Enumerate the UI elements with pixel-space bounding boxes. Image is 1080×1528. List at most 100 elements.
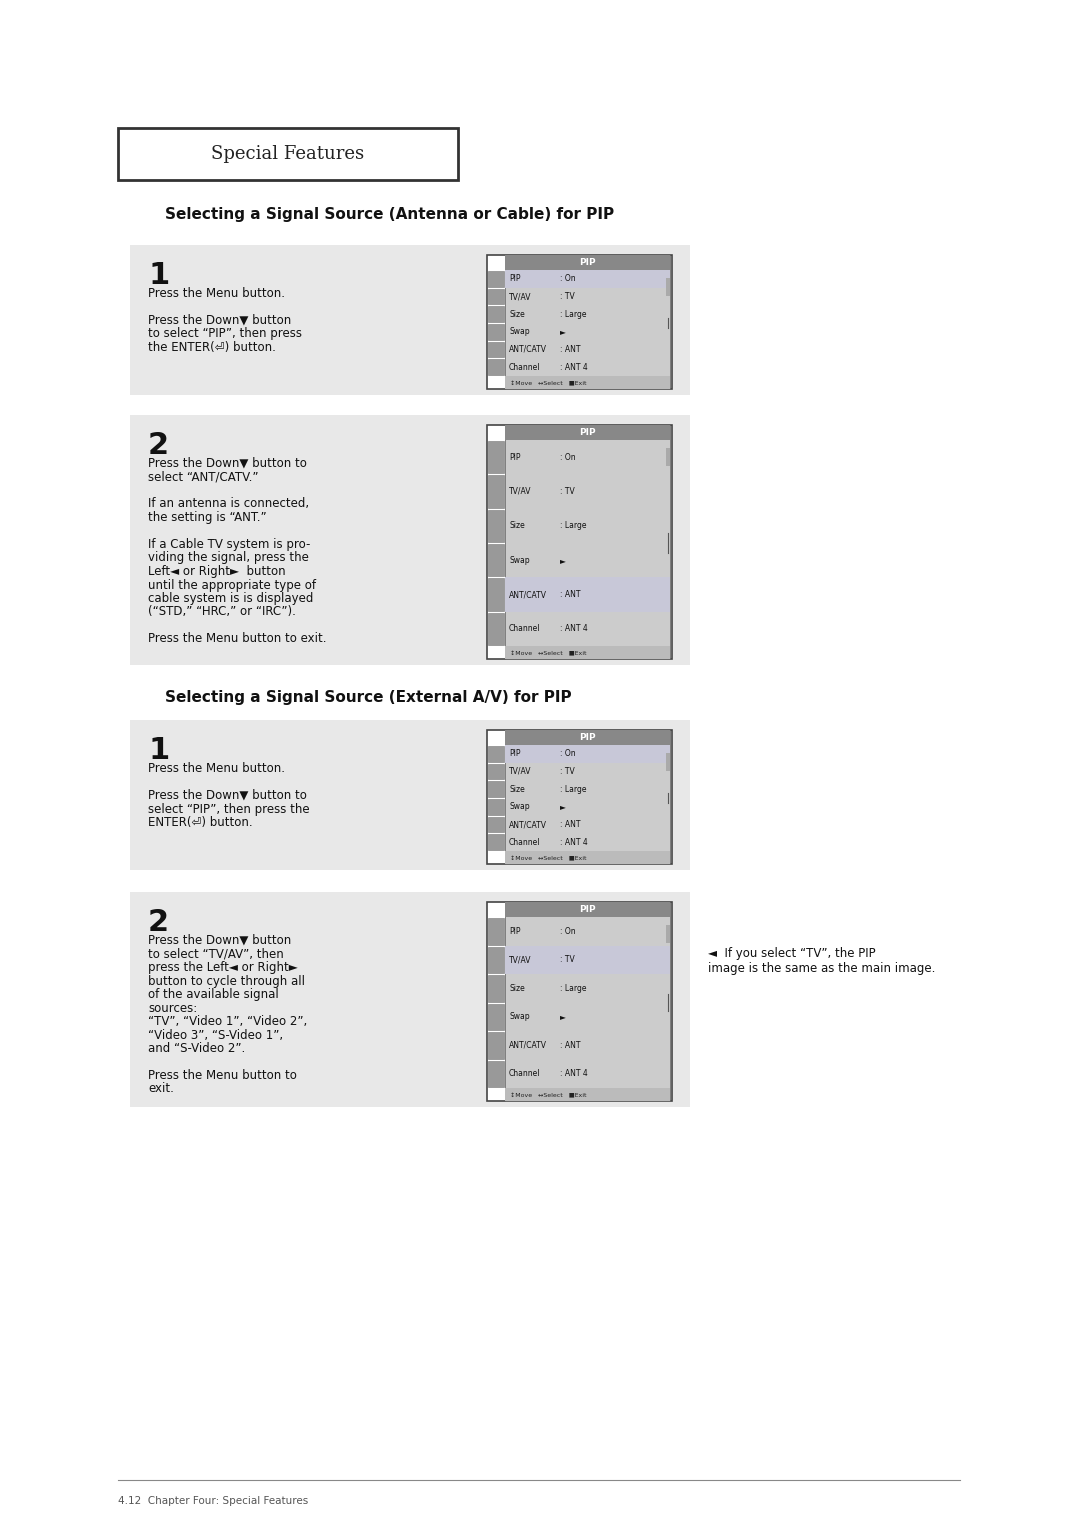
Bar (487, 425, 672, 659)
Text: ►: ► (561, 1012, 566, 1021)
Bar (488, 510, 504, 542)
Text: Left◄ or Right►  button: Left◄ or Right► button (148, 565, 285, 578)
Text: ►: ► (561, 802, 566, 811)
Text: : Large: : Large (561, 785, 586, 793)
Text: Size: Size (509, 984, 525, 993)
Bar (487, 730, 672, 863)
Text: 1: 1 (148, 261, 170, 290)
Bar (488, 1031, 504, 1059)
Text: ►: ► (561, 327, 566, 336)
Text: until the appropriate type of: until the appropriate type of (148, 579, 316, 591)
Text: Channel: Channel (509, 362, 540, 371)
Text: : ANT: : ANT (561, 1041, 581, 1050)
Bar (488, 918, 504, 944)
Text: ANT/CATV: ANT/CATV (509, 345, 546, 354)
Text: Size: Size (509, 310, 525, 319)
Bar (488, 799, 504, 814)
Bar (487, 255, 672, 390)
Bar (488, 270, 504, 287)
Text: Channel: Channel (509, 837, 540, 847)
Bar (505, 425, 670, 659)
Text: : ANT: : ANT (561, 821, 581, 830)
Text: exit.: exit. (148, 1082, 174, 1096)
Text: Swap: Swap (509, 327, 529, 336)
Text: : TV: : TV (561, 292, 575, 301)
Bar (488, 746, 504, 761)
Text: : ANT 4: : ANT 4 (561, 837, 588, 847)
Text: : TV: : TV (561, 955, 575, 964)
Text: Special Features: Special Features (212, 145, 365, 163)
Bar (488, 764, 504, 779)
Text: ↕Move   ↔Select   ■Exit: ↕Move ↔Select ■Exit (510, 649, 586, 656)
Text: (“STD,” “HRC,” or “IRC”).: (“STD,” “HRC,” or “IRC”). (148, 605, 296, 619)
Text: to select “TV/AV”, then: to select “TV/AV”, then (148, 947, 284, 961)
Text: : On: : On (561, 749, 576, 758)
Text: of the available signal: of the available signal (148, 989, 279, 1001)
Bar (505, 255, 670, 270)
Bar (505, 425, 670, 440)
Text: PIP: PIP (509, 452, 521, 461)
Text: : ANT 4: : ANT 4 (561, 1070, 588, 1079)
Text: Selecting a Signal Source (External A/V) for PIP: Selecting a Signal Source (External A/V)… (165, 691, 571, 704)
Bar (505, 902, 670, 917)
Text: select “ANT/CATV.”: select “ANT/CATV.” (148, 471, 258, 483)
Text: Press the Down▼ button: Press the Down▼ button (148, 934, 292, 947)
Text: : ANT: : ANT (561, 590, 581, 599)
Text: PIP: PIP (579, 733, 596, 743)
Text: TV/AV: TV/AV (509, 292, 531, 301)
Bar (488, 324, 504, 339)
Text: : On: : On (561, 275, 576, 283)
Text: : ANT 4: : ANT 4 (561, 362, 588, 371)
Text: If a Cable TV system is pro-: If a Cable TV system is pro- (148, 538, 310, 552)
Text: : Large: : Large (561, 521, 586, 530)
Bar (488, 946, 504, 973)
Bar (505, 902, 670, 1102)
Bar (666, 278, 670, 296)
Text: to select “PIP”, then press: to select “PIP”, then press (148, 327, 302, 341)
Text: : On: : On (561, 927, 576, 935)
Bar (505, 1088, 670, 1102)
Text: : TV: : TV (561, 487, 575, 497)
Text: : On: : On (561, 452, 576, 461)
Bar (488, 289, 504, 304)
Bar (488, 342, 504, 358)
Text: PIP: PIP (509, 275, 521, 283)
Text: 4.12  Chapter Four: Special Features: 4.12 Chapter Four: Special Features (118, 1496, 308, 1507)
Text: : Large: : Large (561, 310, 586, 319)
Text: Size: Size (509, 521, 525, 530)
Text: Swap: Swap (509, 802, 529, 811)
Text: button to cycle through all: button to cycle through all (148, 975, 305, 987)
Text: ►: ► (561, 556, 566, 565)
Bar (487, 902, 672, 1102)
Text: and “S-Video 2”.: and “S-Video 2”. (148, 1042, 245, 1054)
Text: PIP: PIP (509, 927, 521, 935)
Bar (505, 270, 670, 287)
Text: Press the Menu button.: Press the Menu button. (148, 762, 285, 775)
Text: Press the Down▼ button: Press the Down▼ button (148, 313, 292, 327)
Bar (118, 128, 458, 180)
Bar (505, 578, 670, 611)
Text: Swap: Swap (509, 1012, 529, 1021)
Text: ANT/CATV: ANT/CATV (509, 821, 546, 830)
Bar (488, 975, 504, 1001)
Text: : ANT 4: : ANT 4 (561, 625, 588, 633)
Bar (505, 946, 670, 973)
Bar (488, 544, 504, 576)
Text: image is the same as the main image.: image is the same as the main image. (708, 963, 935, 975)
Text: Size: Size (509, 785, 525, 793)
Text: Press the Down▼ button to: Press the Down▼ button to (148, 457, 307, 471)
Text: Press the Down▼ button to: Press the Down▼ button to (148, 788, 307, 802)
Text: Channel: Channel (509, 625, 540, 633)
Text: “TV”, “Video 1”, “Video 2”,: “TV”, “Video 1”, “Video 2”, (148, 1015, 307, 1028)
Text: cable system is is displayed: cable system is is displayed (148, 591, 313, 605)
Bar (488, 442, 504, 474)
Bar (488, 578, 504, 611)
Text: the ENTER(⏎) button.: the ENTER(⏎) button. (148, 341, 275, 354)
Text: TV/AV: TV/AV (509, 767, 531, 776)
Bar (505, 255, 670, 390)
Text: 2: 2 (148, 431, 170, 460)
Text: Channel: Channel (509, 1070, 540, 1079)
Bar (505, 730, 670, 863)
Text: Press the Menu button to exit.: Press the Menu button to exit. (148, 633, 326, 645)
Bar (130, 720, 690, 869)
